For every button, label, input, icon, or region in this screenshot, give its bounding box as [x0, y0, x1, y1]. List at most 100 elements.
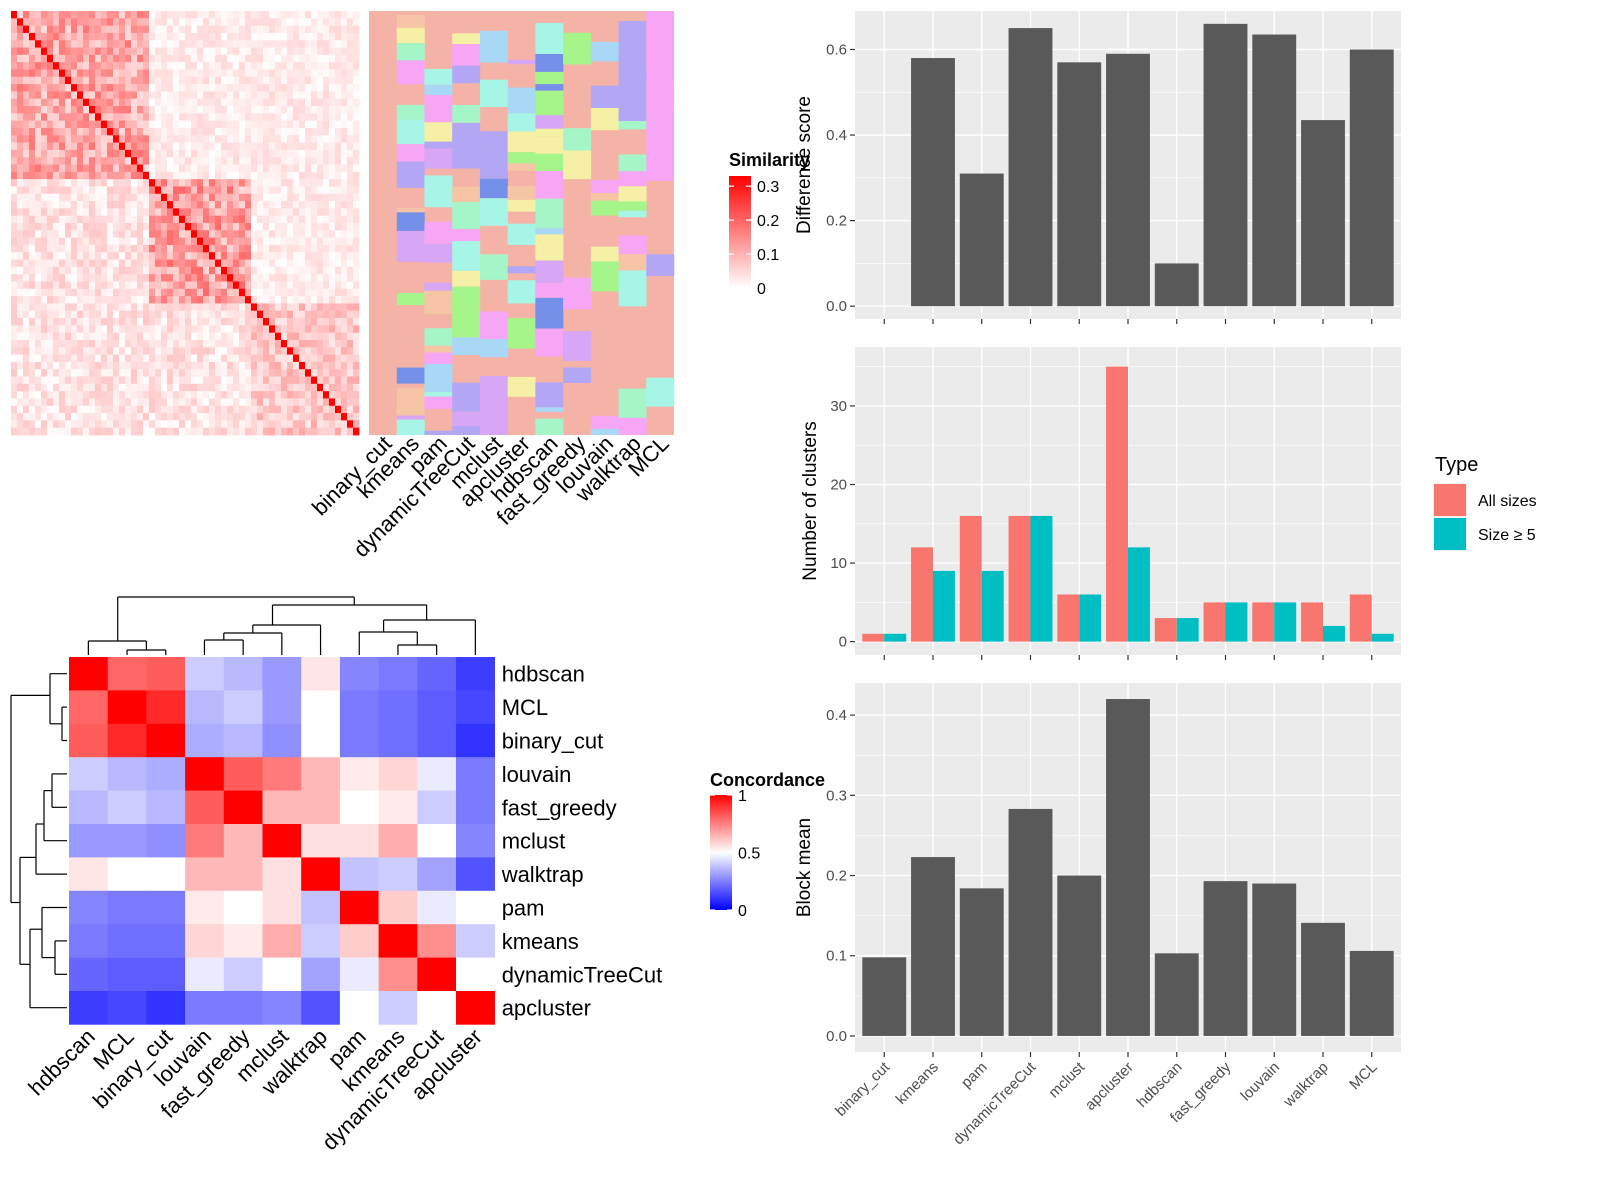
similarity-cell — [269, 84, 276, 92]
similarity-cell — [65, 259, 72, 268]
similarity-cell — [341, 369, 348, 377]
similarity-cell — [323, 296, 330, 304]
similarity-cell — [65, 32, 72, 41]
similarity-cell — [281, 120, 288, 129]
similarity-cell — [95, 186, 102, 195]
similarity-cell — [149, 266, 156, 275]
similarity-cell — [275, 193, 282, 202]
similarity-cell — [341, 40, 348, 48]
similarity-cell — [17, 252, 24, 260]
similarity-cell — [77, 420, 84, 429]
similarity-cell — [257, 427, 264, 436]
similarity-cell — [353, 76, 360, 85]
concordance-cell — [456, 657, 495, 691]
similarity-cell — [161, 266, 168, 275]
similarity-cell — [323, 361, 330, 370]
similarity-cell — [29, 383, 36, 392]
similarity-cell — [65, 339, 72, 348]
similarity-cell — [203, 164, 210, 173]
similarity-cell — [353, 310, 360, 319]
similarity-cell — [89, 193, 96, 202]
similarity-cell — [263, 281, 270, 290]
similarity-cell — [113, 318, 120, 326]
similarity-cell — [53, 62, 60, 70]
similarity-cell — [317, 62, 324, 70]
similarity-cell — [317, 223, 324, 231]
similarity-cell — [167, 259, 174, 268]
similarity-cell — [347, 274, 354, 282]
concordance-cell — [146, 857, 186, 892]
similarity-cell — [65, 237, 72, 246]
similarity-cell — [83, 237, 90, 246]
similarity-cell — [281, 215, 288, 224]
similarity-cell — [299, 62, 306, 70]
similarity-cell — [293, 201, 300, 209]
similarity-cell — [119, 149, 126, 158]
similarity-cell — [323, 201, 330, 209]
bar-binary_cut — [862, 957, 907, 1036]
similarity-cell — [119, 281, 126, 290]
similarity-cell — [23, 25, 30, 34]
similarity-cell — [269, 427, 276, 436]
similarity-cell — [119, 237, 126, 246]
similarity-legend-label: 0.3 — [757, 179, 779, 196]
similarity-cell — [173, 413, 180, 421]
similarity-cell — [215, 91, 222, 100]
similarity-cell — [35, 405, 42, 414]
similarity-cell — [23, 171, 30, 180]
similarity-cell — [287, 18, 294, 27]
similarity-cell — [227, 171, 234, 180]
similarity-cell — [203, 405, 210, 414]
similarity-cell — [191, 230, 198, 239]
similarity-cell — [107, 391, 114, 399]
similarity-cell — [251, 325, 258, 334]
similarity-cell — [197, 76, 204, 85]
similarity-cell — [89, 149, 96, 158]
similarity-cell — [119, 135, 126, 143]
bar-All sizes-kmeans — [911, 547, 933, 642]
similarity-cell — [179, 244, 186, 253]
similarity-cell — [35, 164, 42, 173]
similarity-cell — [53, 339, 60, 348]
similarity-cell — [293, 18, 300, 27]
similarity-cell — [53, 259, 60, 268]
similarity-cell — [281, 325, 288, 334]
similarity-cell — [83, 376, 90, 385]
similarity-cell — [239, 91, 246, 100]
similarity-cell — [227, 274, 234, 282]
similarity-cell — [23, 91, 30, 100]
similarity-cell — [305, 237, 312, 246]
similarity-legend-label: 0.2 — [757, 213, 779, 230]
similarity-cell — [287, 142, 294, 151]
similarity-cell — [35, 237, 42, 246]
similarity-cell — [173, 215, 180, 224]
similarity-cell — [227, 244, 234, 253]
similarity-cell — [191, 193, 198, 202]
similarity-cell — [287, 40, 294, 48]
similarity-cell — [251, 98, 258, 107]
similarity-cell — [161, 62, 168, 70]
similarity-cell — [155, 361, 162, 370]
similarity-cell — [137, 223, 144, 231]
similarity-cell — [305, 318, 312, 326]
similarity-cell — [155, 296, 162, 304]
similarity-cell — [197, 193, 204, 202]
annotation-cell-apcluster — [507, 318, 536, 349]
similarity-cell — [275, 120, 282, 129]
similarity-cell — [299, 171, 306, 180]
similarity-cell — [35, 98, 42, 107]
similarity-cell — [71, 281, 78, 290]
similarity-cell — [341, 354, 348, 363]
similarity-cell — [353, 62, 360, 70]
similarity-cell — [287, 179, 294, 187]
similarity-cell — [71, 427, 78, 436]
similarity-cell — [89, 69, 96, 78]
similarity-cell — [59, 47, 66, 56]
similarity-cell — [191, 98, 198, 107]
similarity-cell — [347, 157, 354, 165]
similarity-cell — [167, 157, 174, 165]
similarity-cell — [239, 339, 246, 348]
similarity-cell — [173, 391, 180, 399]
similarity-cell — [83, 135, 90, 143]
similarity-cell — [155, 237, 162, 246]
